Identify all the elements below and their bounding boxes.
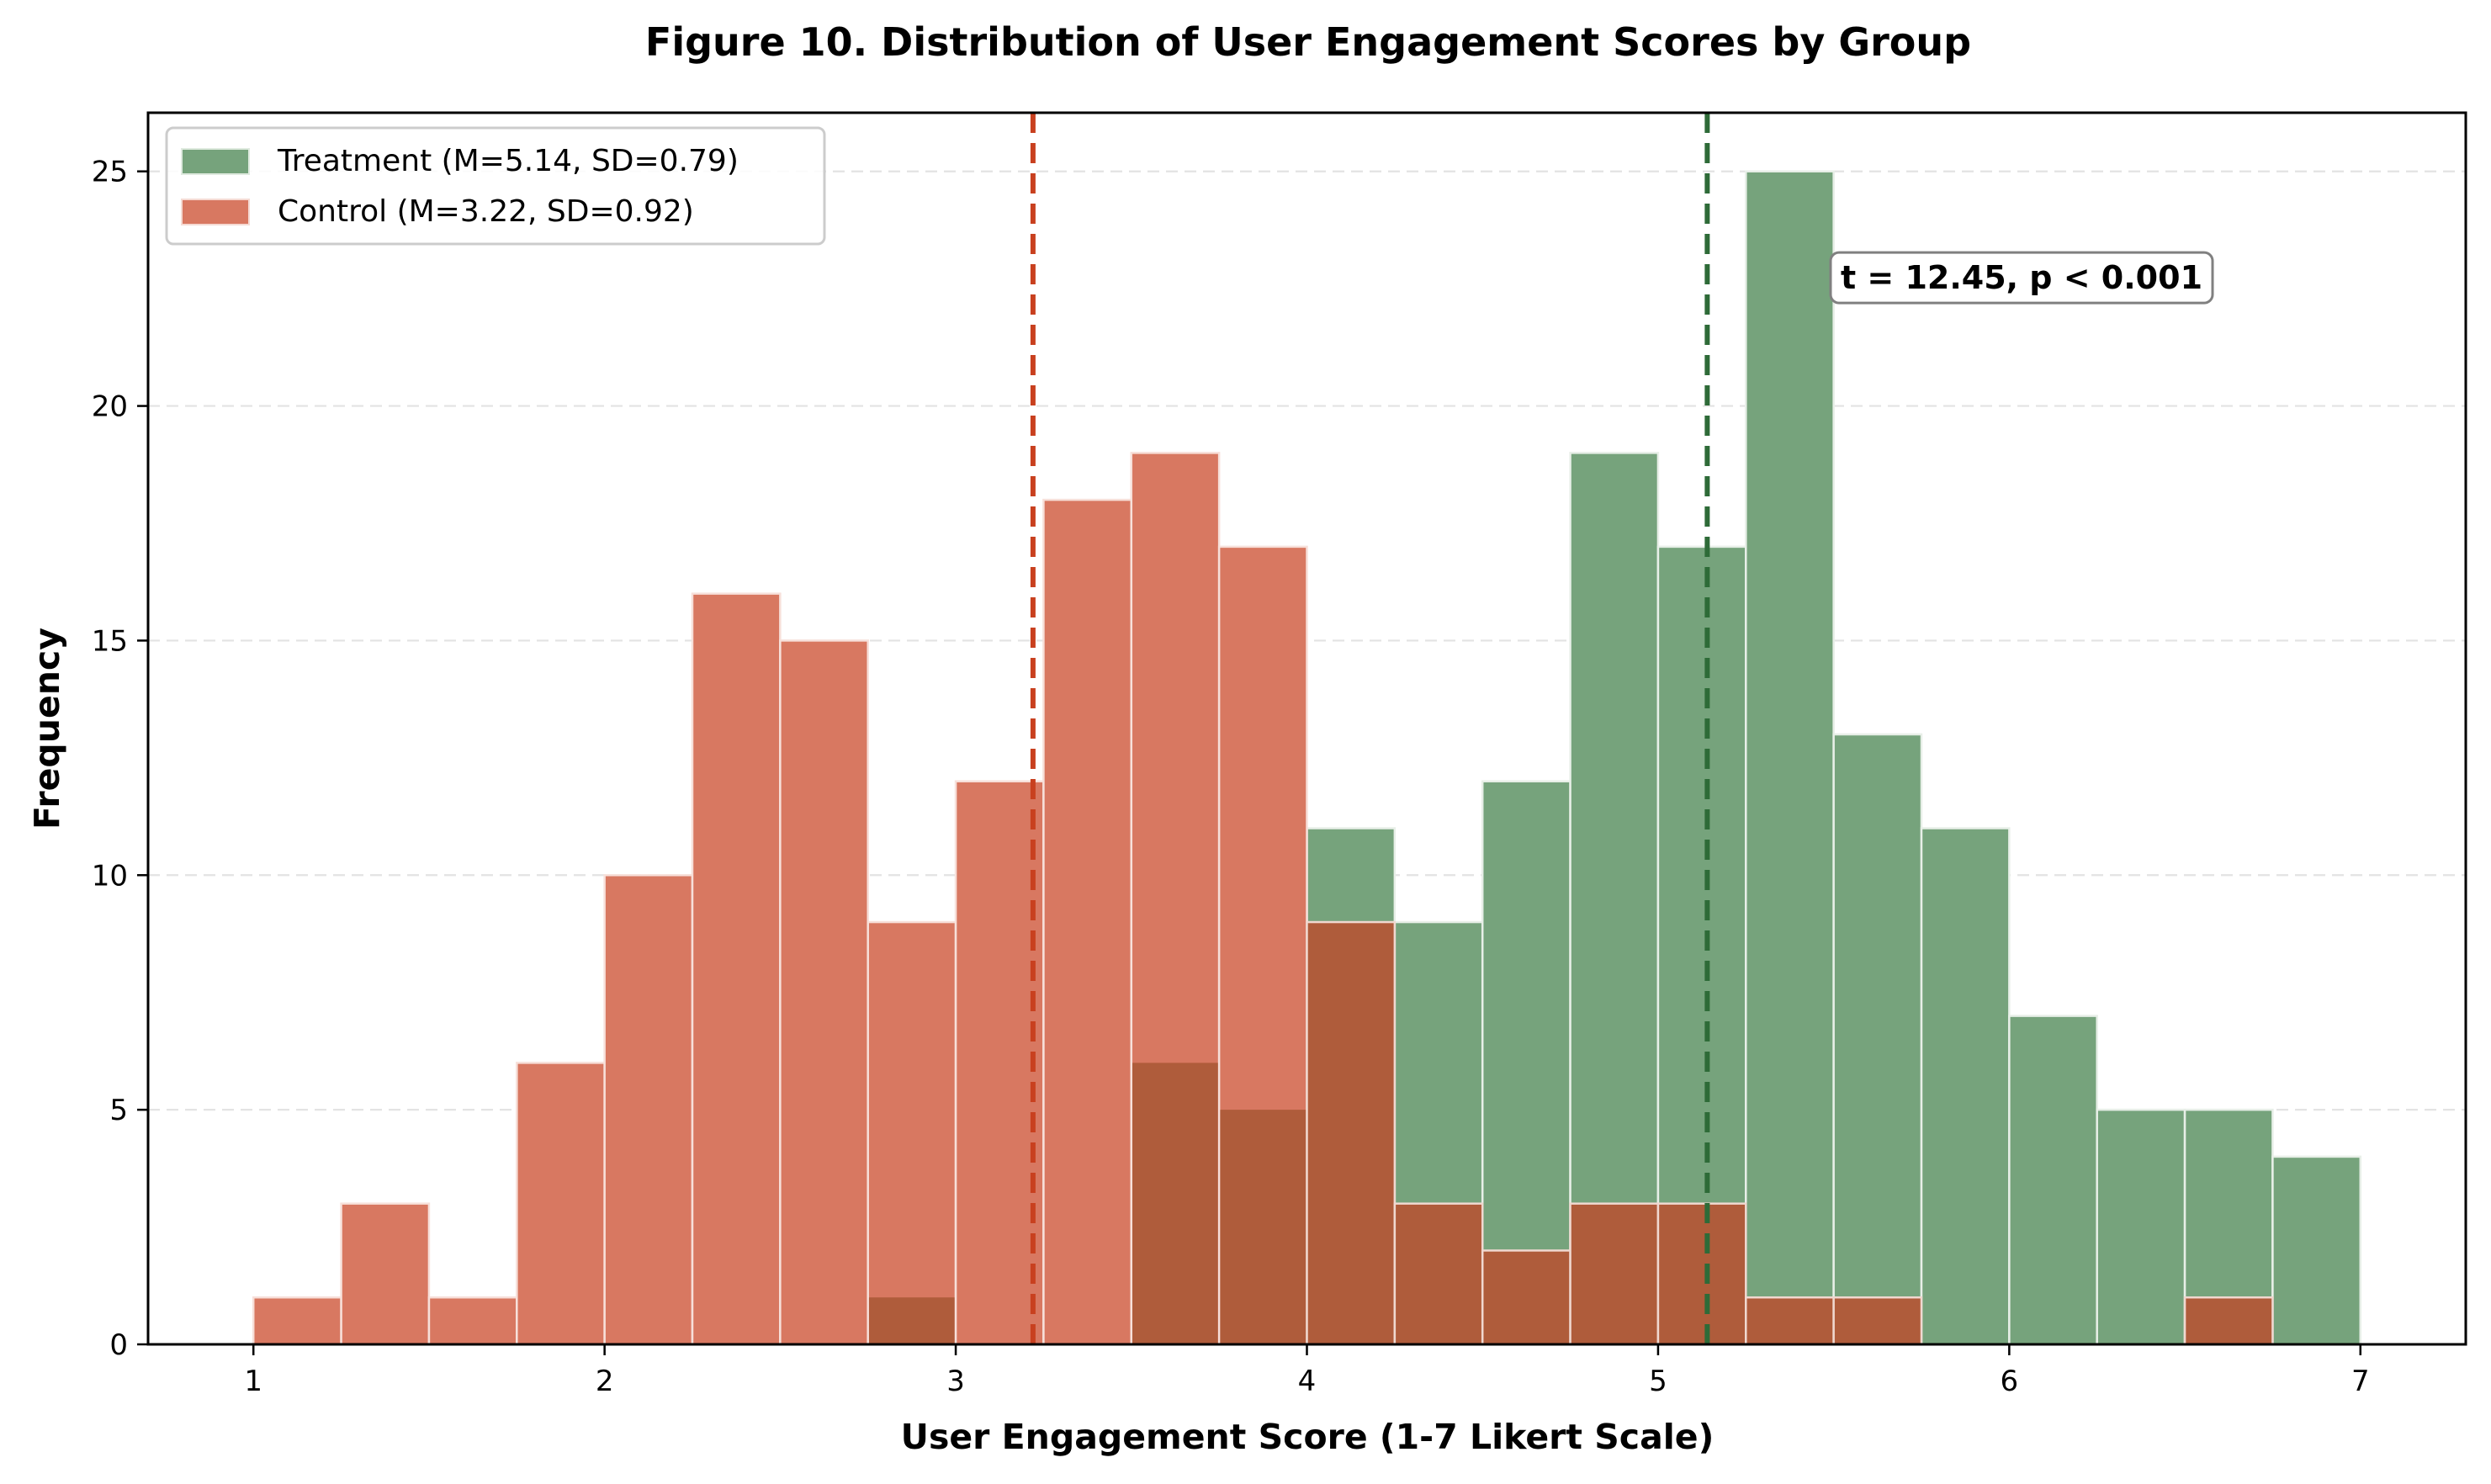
control-bar <box>2183 1296 2274 1346</box>
control-bar <box>1832 1296 1923 1346</box>
treatment-bar <box>1832 733 1923 1346</box>
control-bars <box>252 452 2274 1346</box>
legend-label-treatment: Treatment (M=5.14, SD=0.79) <box>277 144 739 178</box>
control-bar <box>516 1062 606 1346</box>
control-bar <box>1745 1296 1835 1346</box>
x-tick-label: 5 <box>1649 1365 1667 1398</box>
y-tick-label: 15 <box>92 624 128 658</box>
control-bar <box>1306 920 1397 1346</box>
control-bar <box>340 1202 431 1346</box>
y-tick-label: 5 <box>109 1094 128 1127</box>
x-tick-label: 2 <box>596 1365 614 1398</box>
x-tick-label: 4 <box>1298 1365 1317 1398</box>
overlap-bar <box>868 1297 955 1344</box>
control-bar <box>427 1296 518 1346</box>
legend-swatch-control <box>181 199 250 225</box>
mean-lines <box>1030 113 1710 1344</box>
control-bar <box>1481 1249 1571 1346</box>
legend-item-control: Control (M=3.22, SD=0.92) <box>181 194 694 229</box>
legend-label-control: Control (M=3.22, SD=0.92) <box>278 194 694 229</box>
control-bar <box>1042 498 1133 1346</box>
y-tick-label: 25 <box>92 156 128 189</box>
y-axis-ticks: 0 5 10 15 20 25 <box>92 156 148 1362</box>
treatment-bar <box>1920 827 2011 1346</box>
control-bar <box>603 874 694 1346</box>
control-bar <box>954 780 1045 1346</box>
treatment-bar <box>2271 1155 2362 1346</box>
treatment-bar <box>2096 1108 2186 1346</box>
control-bar <box>1656 1202 1747 1346</box>
annotation-text: t = 12.45, p < 0.001 <box>1841 259 2202 296</box>
x-axis-ticks: 1 2 3 4 5 6 7 <box>244 1344 2370 1398</box>
annotation-box <box>1829 251 2214 305</box>
y-tick-label: 10 <box>92 859 128 893</box>
overlap-bar <box>1132 1063 1218 1344</box>
control-bar <box>867 920 957 1346</box>
y-tick-label: 20 <box>92 390 128 424</box>
control-bar <box>1393 1202 1484 1346</box>
control-bar <box>691 592 782 1346</box>
y-tick-label: 0 <box>109 1328 128 1362</box>
x-tick-label: 6 <box>2001 1365 2019 1398</box>
control-bar <box>779 639 869 1346</box>
overlap-bar <box>1220 1110 1306 1344</box>
control-bar <box>252 1296 342 1346</box>
chart-title: Figure 10. Distribution of User Engageme… <box>645 19 1971 65</box>
legend: Treatment (M=5.14, SD=0.79) Control (M=3… <box>165 126 826 246</box>
treatment-bar <box>2008 1015 2098 1346</box>
x-tick-label: 1 <box>244 1365 262 1398</box>
y-axis-label: Frequency <box>27 628 67 829</box>
legend-frame <box>165 126 826 246</box>
legend-swatch-treatment <box>181 148 250 175</box>
legend-item-treatment: Treatment (M=5.14, SD=0.79) <box>181 144 739 178</box>
x-tick-label: 3 <box>946 1365 965 1398</box>
t-test-annotation: t = 12.45, p < 0.001 <box>1829 251 2214 305</box>
treatment-bar <box>1745 170 1835 1346</box>
x-axis-label: User Engagement Score (1-7 Likert Scale) <box>901 1417 1715 1457</box>
control-bar <box>1569 1202 1660 1346</box>
x-tick-label: 7 <box>2351 1365 2370 1398</box>
